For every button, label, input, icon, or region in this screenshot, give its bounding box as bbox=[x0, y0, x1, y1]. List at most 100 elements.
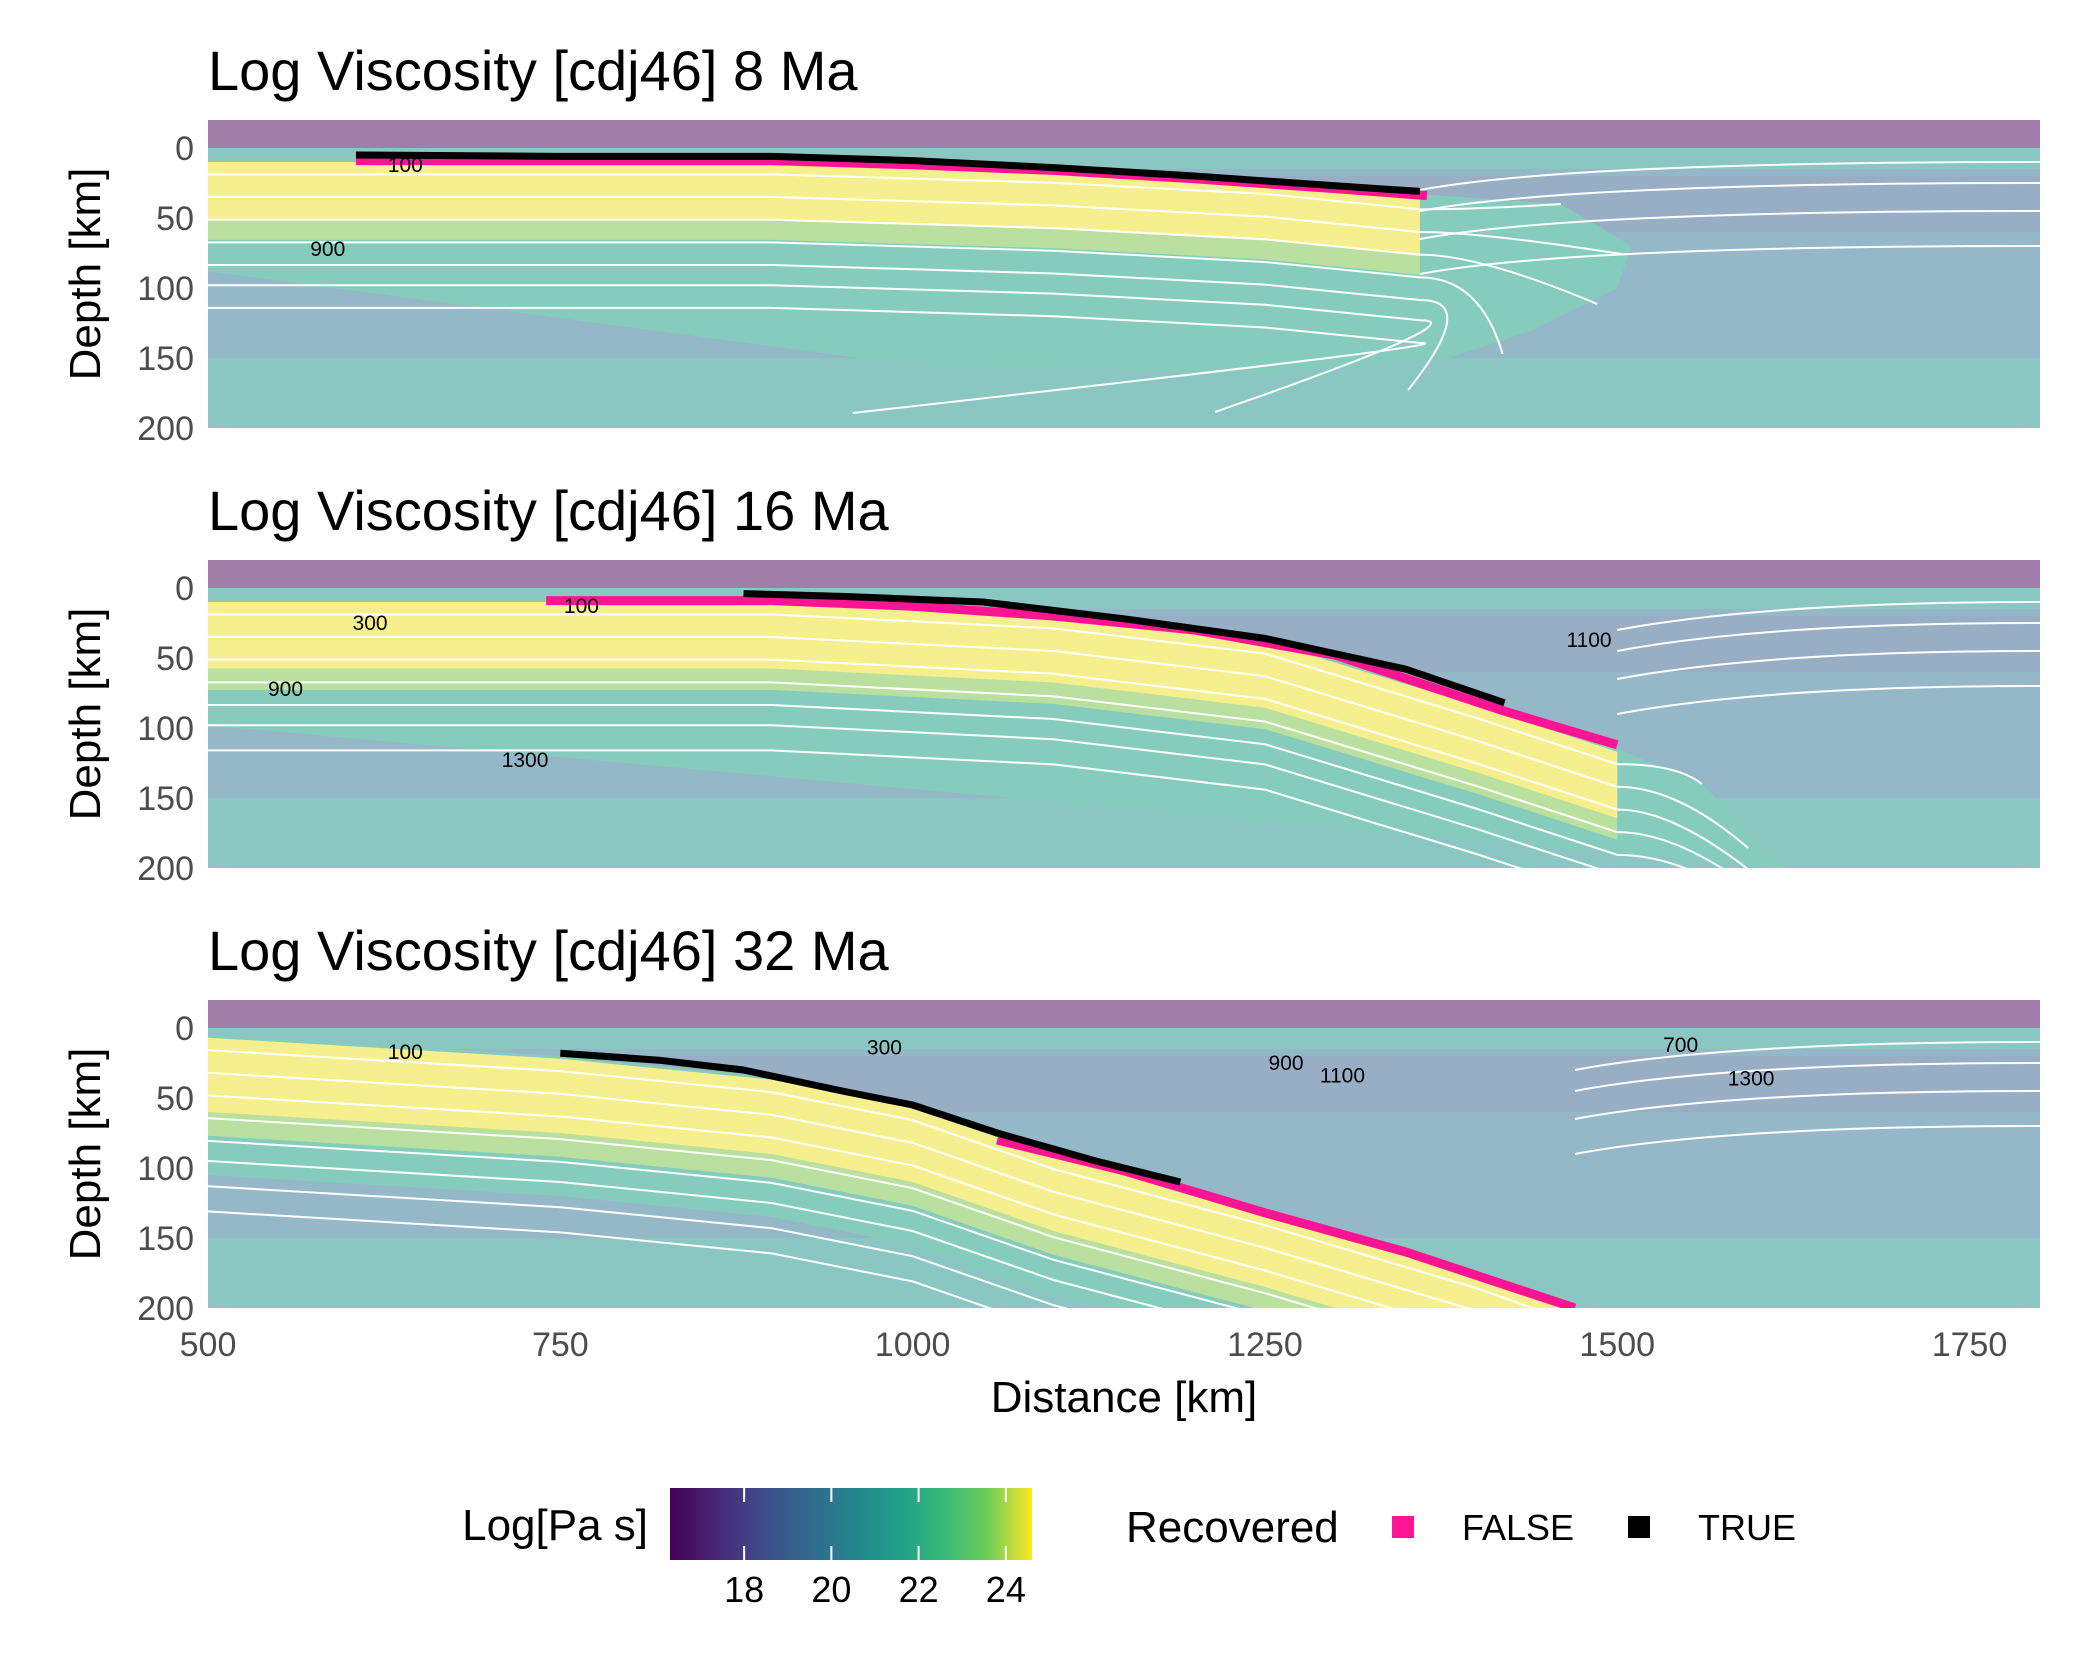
isotherm-line bbox=[1419, 182, 2040, 212]
y-tick-label: 50 bbox=[156, 640, 194, 678]
viscosity-field: 100 300 900 1300 1100 bbox=[208, 560, 2040, 868]
isotherm-line bbox=[1419, 161, 2040, 191]
y-tick-label: 200 bbox=[137, 1290, 194, 1328]
y-axis-title: Depth [km] bbox=[61, 608, 110, 821]
legend-title: Recovered bbox=[1126, 1503, 1339, 1552]
panel-title: Log Viscosity [cdj46] 32 Ma bbox=[208, 919, 890, 982]
contour-label: 1300 bbox=[1728, 1067, 1775, 1090]
legend-label: TRUE bbox=[1698, 1507, 1796, 1548]
colorbar-title: Log[Pa s] bbox=[462, 1501, 648, 1550]
y-axis-title: Depth [km] bbox=[61, 1048, 110, 1261]
colorbar-tick-label: 20 bbox=[811, 1569, 851, 1610]
contour-label: 1100 bbox=[1320, 1065, 1365, 1088]
contour-label: 300 bbox=[867, 1037, 902, 1060]
air-layer bbox=[208, 120, 2040, 148]
y-tick-label: 100 bbox=[137, 710, 194, 748]
isotherm-line bbox=[208, 1185, 1069, 1308]
contour-label: 100 bbox=[564, 595, 599, 618]
isotherm-line bbox=[1574, 1062, 2040, 1092]
colorbar-tick-label: 24 bbox=[986, 1569, 1026, 1610]
y-tick-label: 150 bbox=[137, 340, 194, 378]
legend: Log[Pa s] 18 20 22 24 Recovered FALSE TRUE bbox=[462, 1488, 1796, 1610]
slab-core bbox=[208, 1037, 1568, 1308]
contour-label: 900 bbox=[310, 238, 345, 261]
x-tick-label: 1750 bbox=[1932, 1326, 2008, 1364]
y-tick-label: 50 bbox=[156, 200, 194, 238]
viscosity-field: 100 900 bbox=[208, 120, 2040, 428]
isotherm-line bbox=[208, 636, 1749, 849]
colorbar-tick-label: 22 bbox=[899, 1569, 939, 1610]
air-layer bbox=[208, 1000, 2040, 1028]
y-axis-title: Depth [km] bbox=[61, 168, 110, 381]
isotherm-line bbox=[208, 1210, 993, 1308]
legend-label: FALSE bbox=[1462, 1507, 1574, 1548]
recovered-true-markers bbox=[355, 151, 1421, 195]
colorbar bbox=[670, 1488, 1032, 1560]
isotherm-line bbox=[1617, 685, 2040, 715]
isotherm-line bbox=[208, 284, 1432, 413]
isotherm-line bbox=[208, 613, 1703, 785]
isotherm-line bbox=[208, 218, 1598, 305]
x-tick-label: 500 bbox=[180, 1326, 237, 1364]
y-tick-label: 0 bbox=[175, 1010, 194, 1048]
isotherm-line bbox=[208, 1071, 1471, 1308]
y-tick-label: 150 bbox=[137, 1220, 194, 1258]
contour-label: 900 bbox=[1269, 1052, 1304, 1075]
x-tick-label: 1000 bbox=[875, 1326, 951, 1364]
isotherm-line bbox=[1617, 650, 2040, 680]
y-tick-label: 100 bbox=[137, 1150, 194, 1188]
isotherm-line bbox=[208, 264, 1449, 391]
panel-title: Log Viscosity [cdj46] 8 Ma bbox=[208, 39, 858, 102]
isotherm-line bbox=[208, 306, 1427, 414]
contour-label: 700 bbox=[1663, 1034, 1698, 1057]
contour-label: 300 bbox=[353, 612, 388, 635]
contour-label: 1300 bbox=[502, 749, 549, 772]
x-axis-title: Distance [km] bbox=[991, 1373, 1258, 1422]
x-tick-label: 750 bbox=[532, 1326, 589, 1364]
y-tick-label: 150 bbox=[137, 780, 194, 818]
legend-swatch-false bbox=[1392, 1516, 1414, 1538]
y-tick-label: 100 bbox=[137, 270, 194, 308]
colorbar-tick-label: 18 bbox=[724, 1569, 764, 1610]
isotherm-line bbox=[208, 681, 1724, 868]
panel-3: 100 300 900 1100 700 1300 Log Viscosity [cdj46… bbox=[61, 919, 2040, 1422]
contour-label: 100 bbox=[388, 1041, 423, 1064]
isotherm-line bbox=[1419, 210, 2040, 240]
isotherm-line bbox=[208, 241, 1504, 355]
air-layer bbox=[208, 560, 2040, 588]
panel-1: 100 900 Log Viscosity [cdj46] 8 Ma 0 50 100 15… bbox=[61, 39, 2040, 448]
slab-core bbox=[208, 602, 1618, 819]
isotherm-line bbox=[208, 196, 1622, 255]
recovered-true-markers bbox=[560, 1049, 1182, 1186]
isotherm-line bbox=[1617, 622, 2040, 652]
x-tick-label: 1500 bbox=[1579, 1326, 1655, 1364]
contour-label: 100 bbox=[388, 154, 423, 177]
isotherm-line bbox=[208, 173, 1561, 211]
isotherm-line bbox=[1574, 1090, 2040, 1120]
recovered-false-markers bbox=[546, 596, 1619, 750]
recovered-true-markers bbox=[743, 590, 1506, 707]
viscosity-field: 100 300 900 1100 700 1300 bbox=[208, 1000, 2040, 1308]
x-tick-label: 1250 bbox=[1227, 1326, 1303, 1364]
isotherm-line bbox=[208, 749, 1523, 868]
panel-2: 100 300 900 1300 1100 Log Viscosity [cdj46] 1… bbox=[61, 479, 2040, 888]
isotherm-line bbox=[1574, 1125, 2040, 1155]
isotherm-line bbox=[208, 1160, 1164, 1308]
contour-label: 900 bbox=[268, 678, 303, 701]
y-tick-label: 200 bbox=[137, 410, 194, 448]
y-tick-label: 50 bbox=[156, 1080, 194, 1118]
isotherm-line bbox=[208, 1049, 1536, 1308]
contour-label: 1100 bbox=[1566, 629, 1611, 652]
isotherm-line bbox=[1419, 245, 2040, 275]
isotherm-line bbox=[208, 1139, 1240, 1308]
legend-swatch-true bbox=[1628, 1516, 1650, 1538]
isotherm-line bbox=[208, 724, 1600, 868]
isotherm-line bbox=[208, 1117, 1319, 1308]
y-tick-label: 0 bbox=[175, 130, 194, 168]
isotherm-line bbox=[208, 1094, 1395, 1308]
panel-title: Log Viscosity [cdj46] 16 Ma bbox=[208, 479, 890, 542]
isotherm-line bbox=[1574, 1041, 2040, 1071]
y-tick-label: 0 bbox=[175, 570, 194, 608]
isotherm-line bbox=[1617, 601, 2040, 631]
